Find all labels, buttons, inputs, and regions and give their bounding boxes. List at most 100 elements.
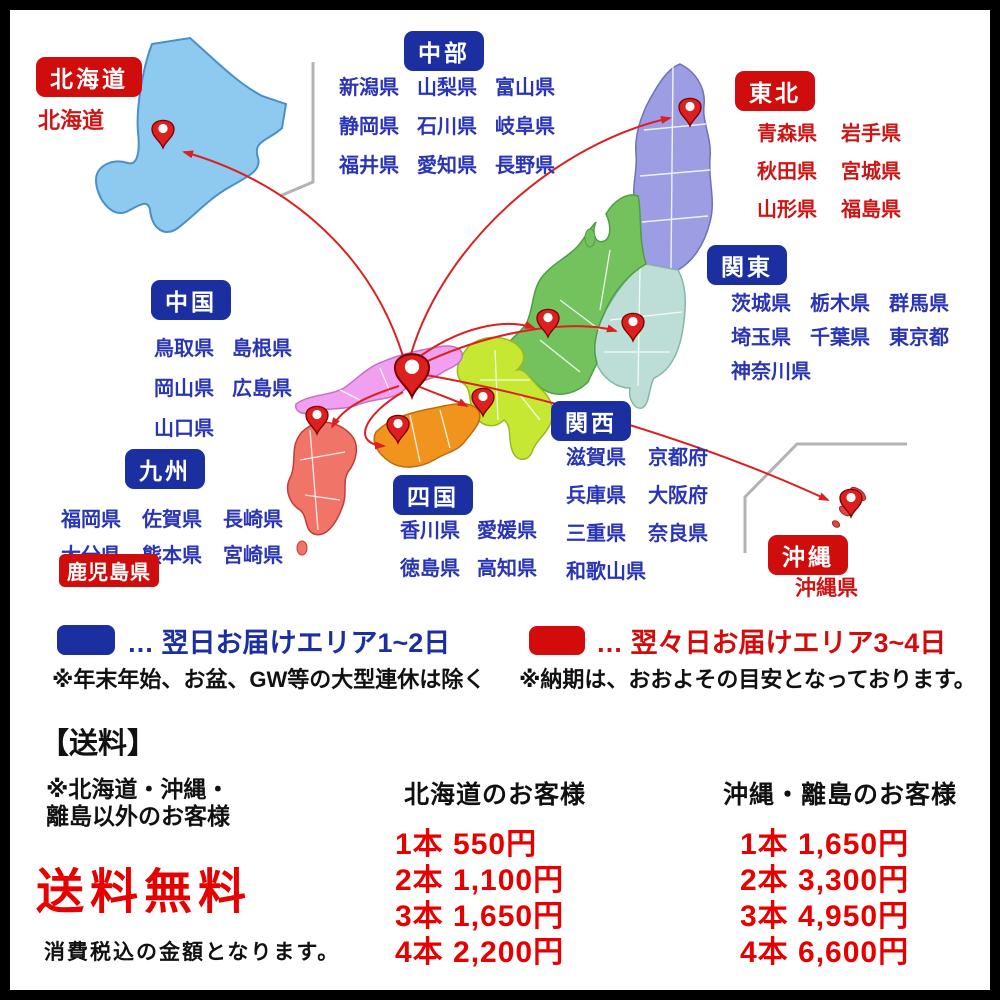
prefecture-label: 神奈川県 [731, 361, 811, 383]
prefecture-label: 兵庫県 [566, 485, 626, 507]
shipping-title: 【送料】 [40, 728, 157, 760]
prefecture-label: 栃木県 [810, 293, 870, 315]
tax-included-note: 消費税込の金額となります。 [44, 941, 341, 964]
price-row: 3本 1,650円 [395, 900, 565, 933]
okinawa-inset-line [743, 442, 907, 553]
arrow-to-chubu [414, 321, 536, 361]
condition-line-1: ※北海道・沖縄・ [46, 776, 230, 802]
condition-line-2: 離島以外のお客様 [46, 803, 230, 829]
arrow-to-shikoku [364, 391, 404, 450]
arrow-to-okinawa [419, 373, 830, 501]
prefecture-label: 愛知県 [417, 155, 477, 177]
map-region-chubu [502, 194, 647, 395]
prefecture-label: 佐賀県 [142, 509, 202, 531]
prefecture-label: 青森県 [757, 123, 817, 145]
price-row: 1本 1,650円 [740, 828, 910, 861]
region-badge-shikoku: 四国 [393, 475, 473, 515]
prefecture-label: 山口県 [154, 418, 214, 440]
prefecture-label: 富山県 [495, 77, 555, 99]
price-row: 2本 1,100円 [395, 864, 565, 897]
prefecture-label: 福島県 [841, 199, 901, 221]
prefecture-label: 福井県 [339, 155, 399, 177]
prefecture-label: 山梨県 [417, 77, 477, 99]
prefecture-label: 大阪府 [648, 485, 708, 507]
prefecture-list-kansai: 滋賀県 京都府 兵庫県 大阪府 三重県 奈良県 和歌山県 [566, 441, 708, 584]
prefecture-label: 新潟県 [339, 77, 399, 99]
legend-swatch-red [529, 626, 585, 655]
prefecture-label: 長崎県 [223, 509, 283, 531]
hokkaido-price-list: 1本 550円 2本 1,100円 3本 1,650円 4本 2,200円 [395, 827, 564, 971]
region-badge-kyushu: 九州 [125, 449, 205, 489]
prefecture-list-kanto: 茨城県 栃木県 群馬県 埼玉県 千葉県 東京都 神奈川県 [731, 287, 949, 384]
prefecture-label: 千葉県 [810, 327, 870, 349]
prefecture-label: 和歌山県 [566, 561, 646, 583]
prefecture-list-chubu: 新潟県 山梨県 富山県 静岡県 石川県 岐阜県 福井県 愛知県 長野県 [339, 71, 555, 178]
prefecture-list-chugoku: 鳥取県 島根県 岡山県 広島県 山口県 [154, 332, 292, 441]
region-badge-chubu: 中部 [404, 31, 484, 71]
prefecture-label: 福岡県 [61, 509, 121, 531]
price-row: 3本 4,950円 [740, 900, 910, 933]
arrow-to-tohoku [410, 116, 672, 355]
arrow-to-hokkaido [182, 150, 404, 357]
region-badge-hokkaido: 北海道 [36, 57, 142, 97]
region-badge-kanto: 関東 [707, 245, 787, 285]
prefecture-label-okinawa: 沖縄県 [795, 577, 858, 600]
arrow-to-kanto [416, 324, 618, 367]
region-badge-tohoku: 東北 [735, 71, 815, 111]
prefecture-label: 広島県 [232, 378, 292, 400]
prefecture-label: 徳島県 [400, 558, 460, 580]
prefecture-label: 奈良県 [648, 523, 708, 545]
prefecture-label: 茨城県 [731, 293, 791, 315]
map-region-kyushu [286, 421, 358, 556]
prefecture-label: 滋賀県 [566, 447, 626, 469]
okinawa-price-list: 1本 1,650円 2本 3,300円 3本 4,950円 4本 6,600円 [740, 827, 909, 971]
japan-delivery-map [94, 36, 907, 556]
region-badge-okinawa: 沖縄 [768, 535, 848, 575]
prefecture-label: 宮崎県 [223, 545, 283, 567]
prefecture-label: 東京都 [889, 327, 949, 349]
price-row: 2本 3,300円 [740, 864, 910, 897]
legend-note-estimate: ※納期は、おおよその目安となっております。 [519, 667, 976, 692]
free-shipping-condition: ※北海道・沖縄・ 離島以外のお客様 [46, 776, 230, 830]
prefecture-label: 三重県 [566, 523, 626, 545]
legend-note-holidays: ※年末年始、お盆、GW等の大型連休は除く [52, 667, 486, 692]
prefecture-label: 群馬県 [889, 293, 949, 315]
okinawa-price-header: 沖縄・離島のお客様 [723, 781, 958, 809]
prefecture-label: 埼玉県 [731, 327, 791, 349]
map-region-shikoku [373, 403, 481, 468]
region-badge-chugoku: 中国 [151, 280, 231, 320]
legend-label-next-day: … 翌日お届けエリア1~2日 [127, 628, 451, 658]
region-badge-kansai: 関西 [551, 401, 631, 441]
prefecture-label: 岩手県 [841, 123, 901, 145]
prefecture-label: 愛媛県 [477, 520, 537, 542]
prefecture-label: 高知県 [477, 558, 537, 580]
prefecture-label: 静岡県 [339, 116, 399, 138]
prefecture-label: 石川県 [417, 116, 477, 138]
prefecture-badge-kagoshima: 鹿児島県 [59, 554, 159, 587]
legend-swatch-blue [57, 625, 115, 655]
delivery-arrows [182, 116, 830, 501]
price-row: 1本 550円 [395, 828, 538, 861]
prefecture-label: 宮城県 [841, 161, 901, 183]
prefecture-label: 長野県 [495, 155, 555, 177]
arrow-to-kyushu [331, 385, 400, 429]
hokkaido-inset-line [279, 62, 315, 198]
map-region-hokkaido [94, 36, 288, 233]
prefecture-label: 島根県 [232, 338, 292, 360]
prefecture-label: 秋田県 [757, 161, 817, 183]
prefecture-label-hokkaido: 北海道 [38, 108, 105, 133]
price-row: 4本 2,200円 [395, 936, 565, 969]
price-row: 4本 6,600円 [740, 936, 910, 969]
map-region-tohoku [633, 63, 713, 271]
prefecture-label: 岐阜県 [495, 116, 555, 138]
hokkaido-price-header: 北海道のお客様 [404, 781, 587, 809]
prefecture-list-shikoku: 香川県 愛媛県 徳島県 高知県 [400, 514, 537, 581]
prefecture-label: 鳥取県 [154, 338, 214, 360]
prefecture-label: 山形県 [757, 199, 817, 221]
arrow-to-kansai [412, 383, 469, 407]
prefecture-label: 香川県 [400, 520, 460, 542]
prefecture-label: 岡山県 [154, 378, 214, 400]
prefecture-list-tohoku: 青森県 岩手県 秋田県 宮城県 山形県 福島県 [757, 117, 901, 222]
prefecture-label: 京都府 [648, 447, 708, 469]
legend-label-two-days: … 翌々日お届けエリア3~4日 [596, 628, 947, 658]
